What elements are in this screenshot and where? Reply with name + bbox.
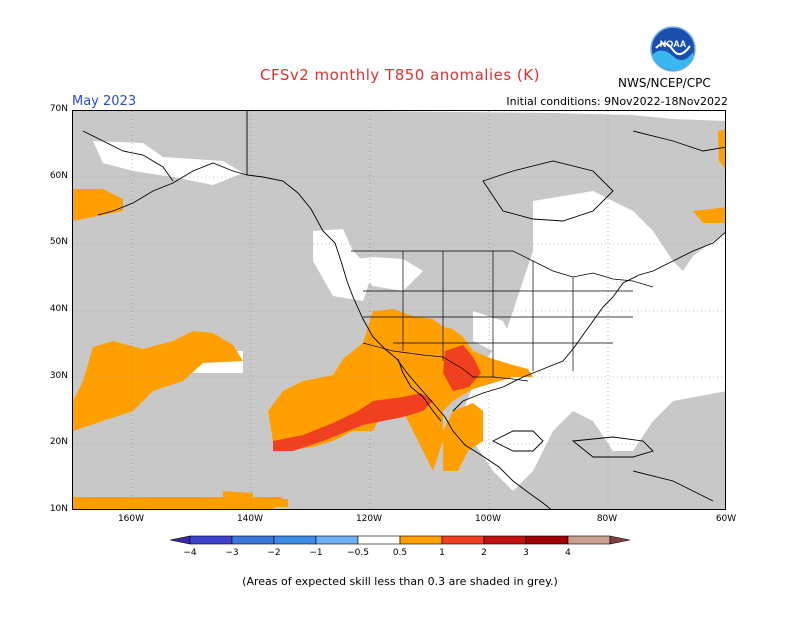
initial-conditions: Initial conditions: 9Nov2022-18Nov2022	[506, 95, 728, 108]
colorbar-bin	[399, 535, 443, 545]
colorbar-bin	[189, 535, 233, 545]
agency-label: NWS/NCEP/CPC	[618, 76, 711, 90]
colorbar-label: −4	[183, 548, 197, 558]
colorbar-label: −3	[225, 548, 239, 558]
lon-label-120w: 120W	[355, 514, 383, 524]
colorbar-arrow-right	[609, 535, 630, 545]
chart-title: CFSv2 monthly T850 anomalies (K)	[260, 66, 540, 84]
colorbar-label: −2	[267, 548, 281, 558]
colorbar-arrow-left	[170, 535, 191, 545]
colorbar-label: 0.5	[392, 548, 408, 558]
colorbar-label: 1	[439, 548, 445, 558]
lat-label-10n: 10N	[49, 504, 68, 514]
colorbar-label: 4	[565, 548, 571, 558]
colorbar-bin	[273, 535, 317, 545]
colorbar-bin	[483, 535, 527, 545]
colorbar-bin	[441, 535, 485, 545]
colorbar-label: −1	[309, 548, 323, 558]
lat-label-20n: 20N	[49, 437, 68, 447]
lon-label-140w: 140W	[236, 514, 264, 524]
political-borders	[351, 250, 654, 382]
lat-label-30n: 30N	[49, 371, 68, 381]
lat-label-40n: 40N	[49, 304, 68, 314]
colorbar-bin	[525, 535, 569, 545]
lon-label-60w: 60W	[715, 514, 737, 524]
lat-label-60n: 60N	[49, 171, 68, 181]
map-panel	[72, 110, 726, 510]
colorbar	[170, 535, 630, 545]
footnote: (Areas of expected skill less than 0.3 a…	[242, 575, 558, 588]
lon-label-160w: 160W	[117, 514, 145, 524]
lat-label-70n: 70N	[49, 104, 68, 114]
lon-label-100w: 100W	[474, 514, 502, 524]
map-svg	[73, 111, 725, 509]
colorbar-label: 3	[523, 548, 529, 558]
valid-month: May 2023	[72, 94, 137, 109]
lat-label-50n: 50N	[49, 237, 68, 247]
noaa-logo: NOAA	[650, 26, 696, 72]
colorbar-label: 2	[481, 548, 487, 558]
logo-text: NOAA	[660, 39, 687, 49]
colorbar-bin	[357, 535, 401, 545]
graticule	[73, 111, 725, 509]
colorbar-bin	[567, 535, 611, 545]
colorbar-label: −0.5	[347, 548, 369, 558]
colorbar-bin	[231, 535, 275, 545]
lon-label-80w: 80W	[596, 514, 618, 524]
colorbar-bin	[315, 535, 359, 545]
